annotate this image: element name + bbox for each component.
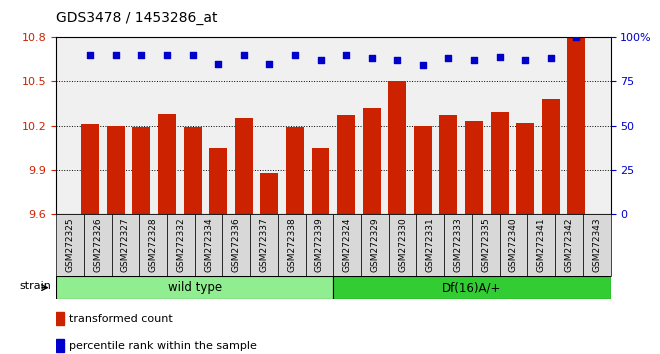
Bar <box>388 81 406 214</box>
Bar <box>444 214 472 276</box>
Text: GSM272339: GSM272339 <box>315 217 324 272</box>
Point <box>85 52 96 58</box>
Bar <box>440 115 457 214</box>
Point <box>469 57 479 63</box>
Text: GSM272324: GSM272324 <box>343 217 352 272</box>
Bar <box>389 214 416 276</box>
Bar <box>516 123 534 214</box>
Bar <box>286 127 304 214</box>
Bar <box>337 115 355 214</box>
Point <box>571 34 581 40</box>
Bar <box>306 214 333 276</box>
Text: GSM272336: GSM272336 <box>232 217 241 272</box>
Bar <box>278 214 306 276</box>
Text: GSM272335: GSM272335 <box>481 217 490 272</box>
Text: percentile rank within the sample: percentile rank within the sample <box>69 341 257 351</box>
Point <box>366 56 377 61</box>
Bar <box>56 312 64 325</box>
Bar <box>583 214 610 276</box>
Bar <box>139 214 167 276</box>
Point <box>315 57 326 63</box>
Text: GSM272329: GSM272329 <box>370 217 380 272</box>
Text: Df(16)A/+: Df(16)A/+ <box>442 281 502 294</box>
Point <box>111 52 121 58</box>
Point <box>290 52 300 58</box>
Text: GSM272342: GSM272342 <box>564 217 574 272</box>
Text: GSM272341: GSM272341 <box>537 217 546 272</box>
Bar <box>472 214 500 276</box>
Bar <box>261 173 279 214</box>
Bar <box>555 214 583 276</box>
Text: wild type: wild type <box>168 281 222 294</box>
Point <box>162 52 172 58</box>
Bar <box>56 339 64 352</box>
Point <box>494 54 505 59</box>
Bar <box>112 214 139 276</box>
Bar <box>361 214 389 276</box>
Text: GSM272332: GSM272332 <box>176 217 185 272</box>
Text: GSM272340: GSM272340 <box>509 217 518 272</box>
Point <box>418 63 428 68</box>
Text: strain: strain <box>20 281 51 291</box>
Bar <box>465 121 483 214</box>
Bar <box>167 214 195 276</box>
Text: GDS3478 / 1453286_at: GDS3478 / 1453286_at <box>56 11 218 25</box>
Bar <box>500 214 527 276</box>
Text: GSM272331: GSM272331 <box>426 217 435 272</box>
Bar <box>81 124 99 214</box>
Text: GSM272334: GSM272334 <box>204 217 213 272</box>
Text: GSM272326: GSM272326 <box>93 217 102 272</box>
Bar <box>312 148 329 214</box>
Bar <box>363 108 381 214</box>
Bar <box>414 126 432 214</box>
Point <box>264 61 275 67</box>
Point <box>392 57 403 63</box>
Bar <box>195 214 222 276</box>
Bar <box>416 214 444 276</box>
Bar <box>527 214 555 276</box>
Point <box>238 52 249 58</box>
Point <box>341 52 351 58</box>
Point <box>545 56 556 61</box>
Bar <box>490 113 509 214</box>
Bar <box>84 214 112 276</box>
Point <box>187 52 198 58</box>
Point <box>443 56 453 61</box>
Bar <box>183 127 201 214</box>
Text: GSM272337: GSM272337 <box>259 217 269 272</box>
Bar <box>542 99 560 214</box>
Bar <box>222 214 250 276</box>
Text: GSM272338: GSM272338 <box>287 217 296 272</box>
Bar <box>56 276 333 299</box>
Bar <box>158 114 176 214</box>
Text: transformed count: transformed count <box>69 314 172 324</box>
Bar <box>250 214 278 276</box>
Bar <box>333 276 610 299</box>
Point <box>213 61 224 67</box>
Point <box>136 52 147 58</box>
Bar <box>209 148 227 214</box>
Bar <box>235 118 253 214</box>
Text: GSM272333: GSM272333 <box>453 217 463 272</box>
Text: GSM272328: GSM272328 <box>148 217 158 272</box>
Text: GSM272330: GSM272330 <box>398 217 407 272</box>
Text: GSM272325: GSM272325 <box>65 217 75 272</box>
Bar <box>56 214 84 276</box>
Bar <box>107 126 125 214</box>
Bar <box>333 214 361 276</box>
Point <box>520 57 531 63</box>
Bar <box>133 127 150 214</box>
Bar <box>568 37 585 214</box>
Text: GSM272327: GSM272327 <box>121 217 130 272</box>
Text: GSM272343: GSM272343 <box>592 217 601 272</box>
